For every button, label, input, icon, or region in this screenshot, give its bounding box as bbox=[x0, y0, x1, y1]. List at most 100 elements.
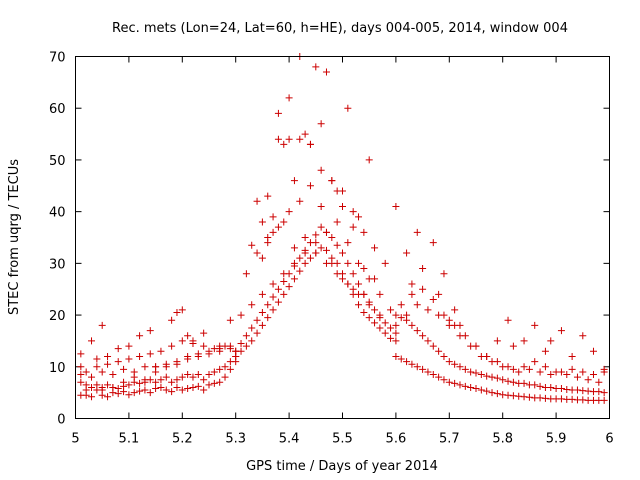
data-point bbox=[397, 301, 405, 309]
data-point bbox=[365, 156, 373, 164]
data-point bbox=[333, 241, 341, 249]
data-point bbox=[162, 386, 170, 394]
data-point bbox=[82, 386, 90, 394]
data-point bbox=[477, 371, 485, 379]
data-point bbox=[488, 389, 496, 397]
data-point bbox=[194, 350, 202, 358]
data-point bbox=[210, 368, 218, 376]
data-point bbox=[178, 373, 186, 381]
data-point bbox=[408, 280, 416, 288]
data-point bbox=[130, 389, 138, 397]
data-point bbox=[258, 290, 266, 298]
data-point bbox=[339, 249, 346, 257]
data-point bbox=[541, 347, 549, 355]
data-point bbox=[589, 347, 597, 355]
data-point bbox=[104, 352, 112, 360]
data-point bbox=[136, 379, 144, 387]
data-point bbox=[333, 218, 341, 226]
data-point bbox=[200, 342, 208, 350]
data-point bbox=[595, 388, 603, 396]
data-point bbox=[525, 393, 533, 401]
data-point bbox=[531, 358, 539, 366]
data-point bbox=[317, 166, 325, 174]
data-point bbox=[125, 355, 133, 363]
data-point bbox=[355, 301, 363, 309]
y-tick-label: 30 bbox=[49, 257, 66, 272]
data-point bbox=[424, 306, 432, 314]
data-point bbox=[381, 329, 389, 337]
data-point bbox=[136, 352, 144, 360]
data-point bbox=[344, 280, 352, 288]
data-point bbox=[173, 308, 181, 316]
x-tick-label: 5.6 bbox=[386, 432, 407, 447]
data-point bbox=[456, 381, 464, 389]
data-point bbox=[392, 311, 400, 319]
data-point bbox=[531, 321, 539, 329]
data-point bbox=[205, 371, 213, 379]
data-point bbox=[168, 378, 176, 386]
data-point bbox=[536, 382, 544, 390]
data-point bbox=[301, 130, 309, 138]
x-tick-label: 5.4 bbox=[279, 432, 300, 447]
data-point bbox=[360, 265, 368, 273]
data-point bbox=[461, 382, 469, 390]
data-point bbox=[88, 373, 96, 381]
data-point bbox=[333, 270, 341, 278]
data-point bbox=[397, 355, 405, 363]
data-point bbox=[413, 228, 421, 236]
x-axis-label: GPS time / Days of year 2014 bbox=[246, 459, 438, 474]
data-point bbox=[589, 371, 597, 379]
data-point bbox=[146, 350, 154, 358]
data-point bbox=[280, 140, 288, 148]
data-point bbox=[216, 378, 224, 386]
data-point bbox=[536, 394, 544, 402]
data-point bbox=[435, 347, 443, 355]
x-tick-label: 5.5 bbox=[332, 432, 353, 447]
data-point bbox=[109, 383, 117, 391]
data-point bbox=[152, 368, 160, 376]
data-point bbox=[413, 301, 421, 309]
data-point bbox=[499, 363, 507, 371]
data-point bbox=[595, 378, 603, 386]
data-point bbox=[547, 383, 555, 391]
data-point bbox=[253, 197, 261, 205]
data-point bbox=[365, 314, 373, 322]
data-point bbox=[264, 192, 272, 200]
data-point bbox=[355, 259, 363, 267]
data-point bbox=[392, 329, 400, 337]
data-point bbox=[568, 395, 576, 403]
data-points bbox=[77, 53, 608, 404]
data-point bbox=[120, 365, 128, 373]
data-point bbox=[226, 365, 234, 373]
data-point bbox=[258, 321, 266, 329]
data-point bbox=[258, 308, 266, 316]
data-point bbox=[493, 374, 501, 382]
data-point bbox=[274, 109, 282, 117]
data-point bbox=[579, 368, 587, 376]
data-point bbox=[306, 182, 314, 190]
data-point bbox=[584, 376, 592, 384]
data-point bbox=[178, 386, 186, 394]
data-point bbox=[349, 285, 357, 293]
data-point bbox=[205, 381, 213, 389]
data-point bbox=[264, 301, 272, 309]
data-point bbox=[242, 270, 250, 278]
data-point bbox=[274, 135, 282, 143]
data-point bbox=[429, 371, 437, 379]
data-point bbox=[440, 376, 448, 384]
data-point bbox=[237, 340, 245, 348]
data-point bbox=[355, 280, 363, 288]
data-point bbox=[536, 368, 544, 376]
data-point bbox=[440, 270, 448, 278]
data-point bbox=[189, 373, 197, 381]
data-point bbox=[269, 228, 277, 236]
data-point bbox=[296, 197, 304, 205]
data-point bbox=[312, 63, 320, 71]
data-point bbox=[461, 365, 469, 373]
data-point bbox=[269, 293, 277, 301]
data-point bbox=[472, 369, 480, 377]
data-point bbox=[322, 246, 330, 254]
data-point bbox=[173, 383, 181, 391]
data-point bbox=[573, 386, 581, 394]
data-point bbox=[387, 334, 395, 342]
